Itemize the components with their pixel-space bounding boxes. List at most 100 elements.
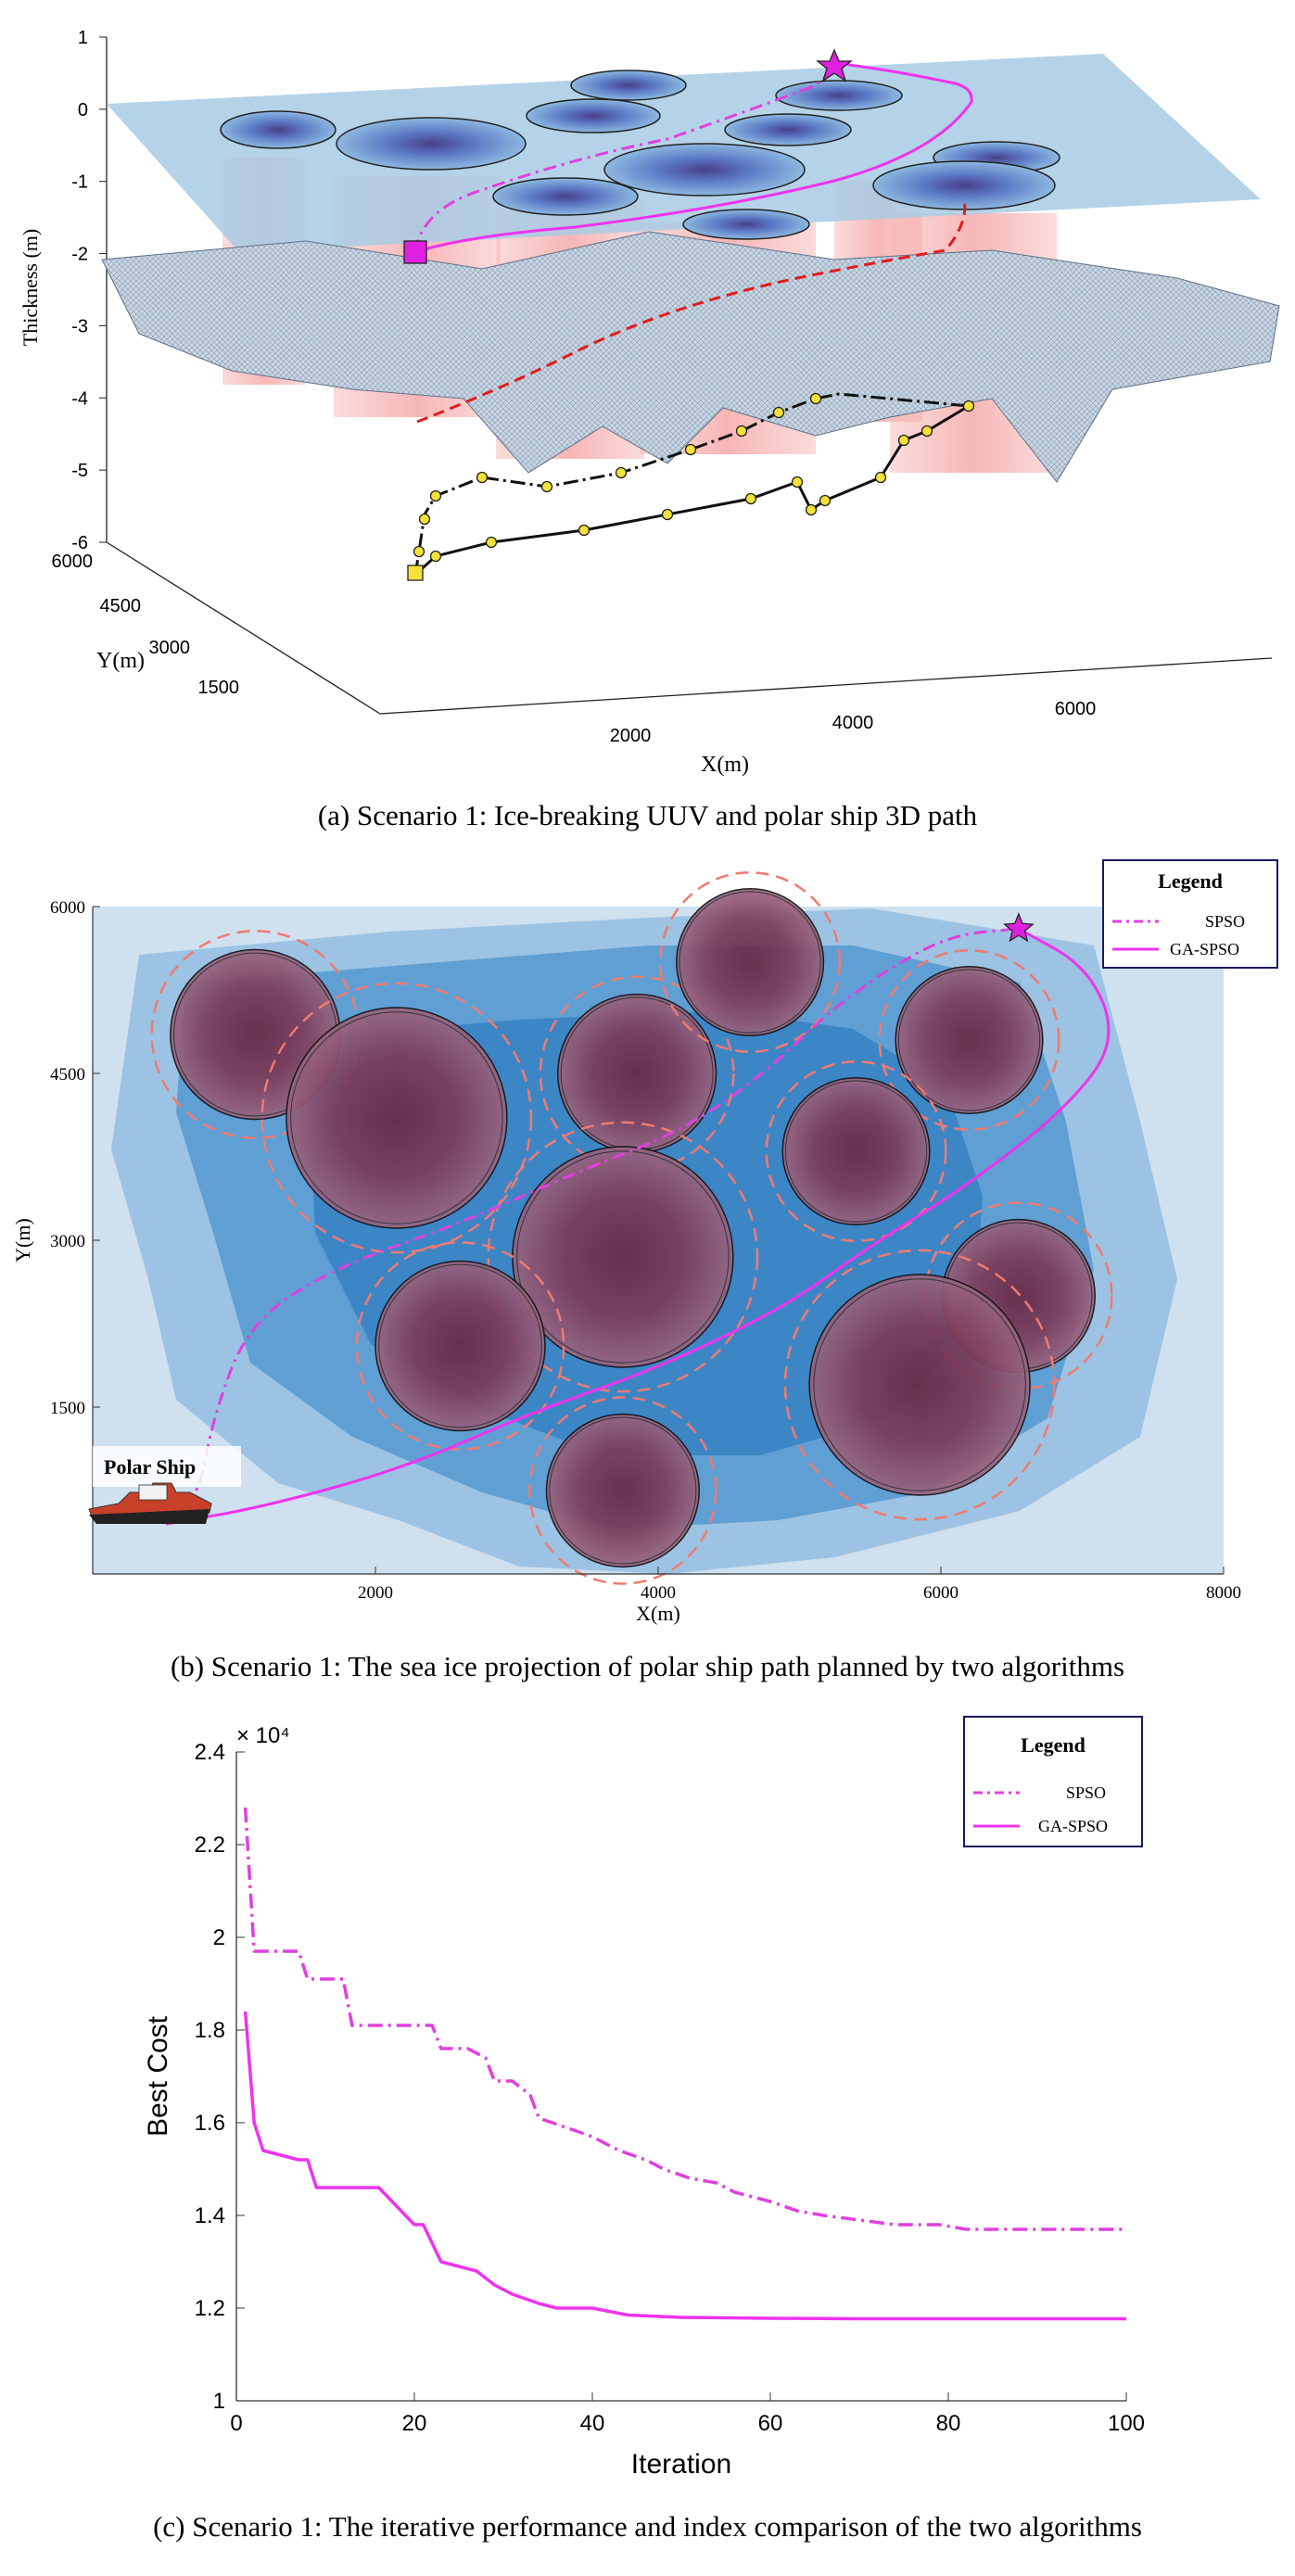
obstacle-ice-ridge: [781, 1076, 931, 1226]
obstacle-inner-ring: [813, 1278, 1026, 1491]
chart-a-x-tick-label: 2000: [610, 726, 652, 746]
obstacle-inner-ring: [897, 969, 1041, 1111]
chart-a-xlabel: X(m): [701, 753, 749, 777]
chart-c-x-tick-label: 100: [1108, 2411, 1145, 2436]
chart-b-projection: 2000 4000 6000 8000 1500 3000 4500 6000 X(m) Y(…: [11, 859, 1278, 1625]
chart-c-ylabel: Best Cost: [143, 2015, 173, 2137]
obstacle-danger-ring: [487, 1121, 759, 1393]
chart-c-y-tick-label: 2.2: [195, 1833, 225, 1858]
chart-b-obstacles: [150, 871, 1113, 1585]
chart-b-tick-labels: 2000 4000 6000 8000 1500 3000 4500 6000: [50, 898, 1241, 1603]
chart-a-y-tick-label: 6000: [52, 552, 94, 572]
polar-ship-label-box: [93, 1446, 241, 1487]
chart-b-goal-star: [1003, 912, 1035, 943]
chart-a-tick-labels: 10-1-2-3-4-5-660004500300015002000400060…: [52, 28, 1097, 746]
chart-c-tick-labels: 0 20 40 60 80 100 1 1.2 1.4 1.6 1.8 2 2.2 2.4: [195, 1740, 1145, 2436]
chart-b-ylabel: Y(m): [11, 1218, 34, 1263]
chart-a-z-tick-label: 1: [78, 28, 88, 48]
chart-b-x-tick-label: 6000: [923, 1583, 959, 1603]
chart-a-z-tick-label: -4: [71, 388, 88, 409]
chart-b-paths: [165, 927, 1111, 1526]
obstacle-danger-ring: [783, 1249, 1056, 1521]
obstacle-danger-ring: [528, 1396, 717, 1585]
start-marker: [403, 240, 427, 264]
chart-c-x-tick-label: 40: [580, 2411, 605, 2436]
obstacle-inner-ring: [290, 1011, 503, 1225]
obstacle-inner-ring: [679, 891, 821, 1034]
obstacle-danger-ring: [878, 949, 1060, 1131]
chart-a-3d: 10-1-2-3-4-5-660004500300015002000400060…: [19, 28, 1280, 777]
chart-a-z-tick-label: -3: [71, 316, 88, 336]
caption-c: (c) Scenario 1: The iterative performanc…: [153, 2510, 1142, 2543]
obstacle-danger-ring: [765, 1060, 947, 1242]
caption-b: (b) Scenario 1: The sea ice projection o…: [170, 1650, 1125, 1682]
chart-b-legend-title: Legend: [1158, 869, 1223, 893]
chart-a-z-tick-label: -2: [71, 245, 88, 265]
chart-c-legend-spso: SPSO: [1066, 1783, 1106, 1802]
obstacle-ice-ridge: [375, 1260, 546, 1432]
chart-c-exponent: × 10⁴: [236, 1723, 290, 1748]
obstacle-ice-ridge: [676, 887, 825, 1037]
chart-c-x-tick-label: 60: [758, 2411, 783, 2436]
chart-b-xlabel: X(m): [636, 1602, 680, 1625]
obstacle-ice-ridge: [545, 1413, 700, 1568]
panel-a-3d-path: 1 0 -1 -2 -3 -4 -5 -6 6000 4500 3000 1500 2000 4000 60…: [0, 0, 1295, 844]
chart-c-y-tick-label: 1.6: [195, 2111, 225, 2136]
polar-ship-label: Polar Ship: [104, 1455, 196, 1478]
chart-a-x-tick-label: 6000: [1055, 699, 1097, 719]
chart-b-x-tick-label: 2000: [358, 1583, 393, 1603]
chart-b-legend-gaspso: GA-SPSO: [1170, 940, 1239, 958]
path-ga-spso: [166, 927, 1111, 1526]
chart-b-y-tick-label: 4500: [50, 1065, 85, 1085]
chart-c-y-tick-label: 1.8: [195, 2018, 225, 2043]
obstacle-ice-ridge: [512, 1146, 734, 1368]
chart-b-x-tick-label: 8000: [1206, 1583, 1241, 1603]
chart-c-x-tick-label: 20: [402, 2411, 427, 2436]
chart-c-x-tick-label: 80: [936, 2411, 961, 2436]
chart-b-legend-spso: SPSO: [1205, 912, 1245, 931]
chart-c-y-tick-label: 1.2: [195, 2296, 225, 2321]
obstacle-danger-ring: [355, 1241, 565, 1451]
chart-c-xlabel: Iteration: [631, 2449, 731, 2480]
chart-c-y-tick-label: 1: [213, 2389, 225, 2414]
chart-a-y-tick-label: 4500: [100, 596, 142, 616]
chart-c-y-tick-label: 2: [213, 1925, 225, 1950]
obstacle-inner-ring: [378, 1263, 542, 1428]
chart-a-y-tick-label: 3000: [149, 638, 191, 658]
obstacle-inner-ring: [549, 1416, 697, 1565]
panel-b-projection: 2000 4000 6000 8000 1500 3000 4500 6000 X(m) Y(…: [0, 844, 1295, 1696]
goal-star-marker: [816, 48, 853, 82]
chart-a-y-tick-label: 1500: [198, 678, 240, 698]
chart-b-y-tick-label: 3000: [50, 1232, 85, 1251]
chart-c-legend: Legend SPSO GA-SPSO: [963, 1716, 1143, 1847]
obstacle-ice-ridge: [286, 1007, 508, 1229]
polar-ship-icon: [88, 1482, 212, 1524]
obstacle-danger-ring: [659, 871, 842, 1053]
chart-a-z-tick-label: -6: [71, 533, 88, 553]
chart-a-z-tick-label: 0: [78, 100, 88, 121]
chart-c-x-tick-label: 0: [230, 2411, 242, 2436]
chart-a-scene: [101, 37, 1280, 715]
path-spso: [165, 927, 1020, 1526]
chart-a-z-tick-label: -1: [71, 172, 88, 193]
obstacle-danger-ring: [260, 982, 533, 1254]
chart-c-lines: [243, 1807, 1126, 2321]
obstacle-inner-ring: [784, 1080, 928, 1223]
chart-a-x-tick-label: 4000: [832, 713, 874, 733]
series-line-ga-spso: [243, 2011, 1126, 2321]
obstacle-inner-ring: [516, 1150, 730, 1364]
obstacle-ice-ridge: [808, 1274, 1031, 1496]
chart-b-y-tick-label: 6000: [50, 898, 85, 918]
series-line-spso: [243, 1807, 1126, 2231]
panel-c-convergence: 0 20 40 60 80 100 1 1.2 1.4 1.6 1.8 2 2.2 2.4 × 10⁴ I…: [0, 1696, 1295, 2576]
chart-c-y-tick-label: 1.4: [195, 2203, 225, 2228]
chart-c-convergence: 0 20 40 60 80 100 1 1.2 1.4 1.6 1.8 2 2.2 2.4 × 10⁴ I…: [143, 1716, 1145, 2480]
chart-c-legend-gaspso: GA-SPSO: [1038, 1817, 1108, 1835]
caption-a: (a) Scenario 1: Ice-breaking UUV and pol…: [317, 799, 978, 831]
chart-a-z-tick-label: -5: [71, 461, 88, 481]
chart-b-y-tick-label: 1500: [50, 1399, 85, 1418]
obstacle-ice-ridge: [895, 965, 1044, 1115]
chart-c-y-tick-label: 2.4: [195, 1740, 225, 1765]
chart-a-ylabel: Y(m): [96, 649, 145, 673]
chart-b-legend: Legend SPSO GA-SPSO: [1102, 859, 1278, 969]
